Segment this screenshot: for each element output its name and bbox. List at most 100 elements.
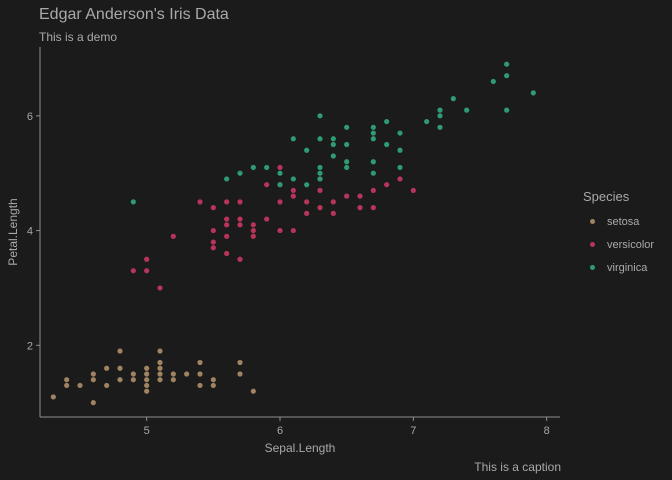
data-point-setosa [197, 359, 203, 366]
data-point-versicolor [237, 216, 243, 222]
data-point-setosa [197, 382, 203, 389]
data-point-versicolor [357, 205, 363, 211]
data-point-setosa [90, 400, 96, 406]
data-point-setosa [210, 382, 216, 389]
data-point-virginica [397, 130, 403, 136]
data-point-versicolor [224, 250, 230, 257]
data-point-virginica [317, 113, 323, 119]
data-point-virginica [450, 96, 456, 102]
data-point-virginica [464, 107, 470, 113]
legend-label-setosa: setosa [607, 215, 640, 228]
data-point-setosa [144, 365, 150, 371]
data-point-virginica [490, 78, 496, 85]
data-point-virginica [504, 73, 510, 79]
data-point-setosa [170, 371, 176, 377]
data-point-virginica [290, 136, 296, 142]
data-point-setosa [157, 377, 163, 383]
data-point-versicolor [277, 164, 283, 171]
data-point-versicolor [384, 182, 390, 188]
legend-title: Species [583, 189, 630, 204]
data-point-virginica [277, 182, 283, 188]
data-point-versicolor [210, 239, 216, 245]
data-point-virginica [344, 159, 350, 165]
data-point-versicolor [144, 256, 150, 262]
data-point-versicolor [317, 205, 323, 211]
data-point-virginica [130, 199, 136, 205]
data-point-versicolor [277, 199, 283, 205]
data-point-setosa [117, 365, 123, 371]
data-point-virginica [264, 164, 270, 171]
data-point-virginica [330, 153, 336, 159]
legend-item-versicolor: versicolor [583, 233, 654, 256]
data-point-setosa [117, 377, 123, 383]
data-point-versicolor [344, 193, 350, 199]
data-point-virginica [370, 136, 376, 142]
data-point-setosa [184, 371, 190, 377]
data-point-versicolor [197, 199, 203, 205]
data-point-versicolor [237, 199, 243, 205]
data-point-setosa [90, 377, 96, 383]
data-point-versicolor [130, 268, 136, 274]
data-point-virginica [370, 170, 376, 176]
data-point-setosa [210, 377, 216, 383]
data-point-versicolor [304, 210, 310, 216]
data-point-virginica [370, 124, 376, 130]
chart-title: Edgar Anderson's Iris Data [39, 6, 229, 23]
legend-dot-virginica [589, 265, 595, 270]
legend-label-versicolor: versicolor [607, 238, 655, 251]
data-point-setosa [50, 394, 56, 400]
data-point-versicolor [157, 285, 163, 291]
data-point-setosa [104, 382, 110, 389]
data-point-setosa [197, 371, 203, 377]
data-point-virginica [370, 130, 376, 136]
data-point-versicolor [264, 182, 270, 188]
data-point-setosa [157, 359, 163, 366]
data-point-versicolor [210, 245, 216, 251]
data-point-versicolor [357, 193, 363, 199]
x-tick-label: 7 [410, 425, 416, 437]
data-point-versicolor [224, 199, 230, 205]
data-point-virginica [397, 147, 403, 153]
data-point-setosa [237, 371, 243, 377]
y-tick-label: 6 [27, 111, 33, 123]
data-point-versicolor [304, 199, 310, 205]
y-tick-label: 2 [27, 340, 33, 352]
data-point-virginica [504, 107, 510, 113]
data-point-virginica [437, 124, 443, 130]
x-tick-label: 5 [144, 425, 150, 437]
data-point-virginica [290, 176, 296, 182]
chart-subtitle: This is a demo [39, 30, 118, 44]
data-point-setosa [130, 377, 136, 383]
data-point-virginica [344, 124, 350, 130]
y-tick-label: 4 [27, 226, 33, 238]
legend-dot-setosa [589, 219, 595, 224]
data-point-virginica [530, 90, 536, 96]
data-point-virginica [437, 107, 443, 113]
data-point-versicolor [170, 233, 176, 239]
data-point-versicolor [290, 227, 296, 234]
data-point-versicolor [224, 222, 230, 228]
data-point-virginica [317, 170, 323, 176]
data-point-versicolor [397, 176, 403, 182]
data-point-versicolor [250, 227, 256, 234]
data-point-virginica [384, 118, 390, 125]
data-point-virginica [224, 176, 230, 182]
data-point-versicolor [144, 268, 150, 274]
data-point-versicolor [224, 233, 230, 239]
data-point-versicolor [370, 187, 376, 194]
data-point-setosa [170, 377, 176, 383]
data-point-virginica [330, 136, 336, 142]
data-point-virginica [330, 141, 336, 148]
data-point-setosa [237, 359, 243, 366]
x-axis-label: Sepal.Length [265, 441, 336, 455]
data-point-virginica [304, 147, 310, 153]
data-point-setosa [130, 371, 136, 377]
legend-item-setosa: setosa [583, 210, 654, 233]
data-point-virginica [344, 164, 350, 171]
data-point-versicolor [277, 227, 283, 234]
data-point-virginica [317, 136, 323, 142]
data-point-setosa [157, 371, 163, 377]
legend: Species setosa versicolor virginica [583, 189, 654, 279]
chart-caption: This is a caption [474, 460, 561, 474]
